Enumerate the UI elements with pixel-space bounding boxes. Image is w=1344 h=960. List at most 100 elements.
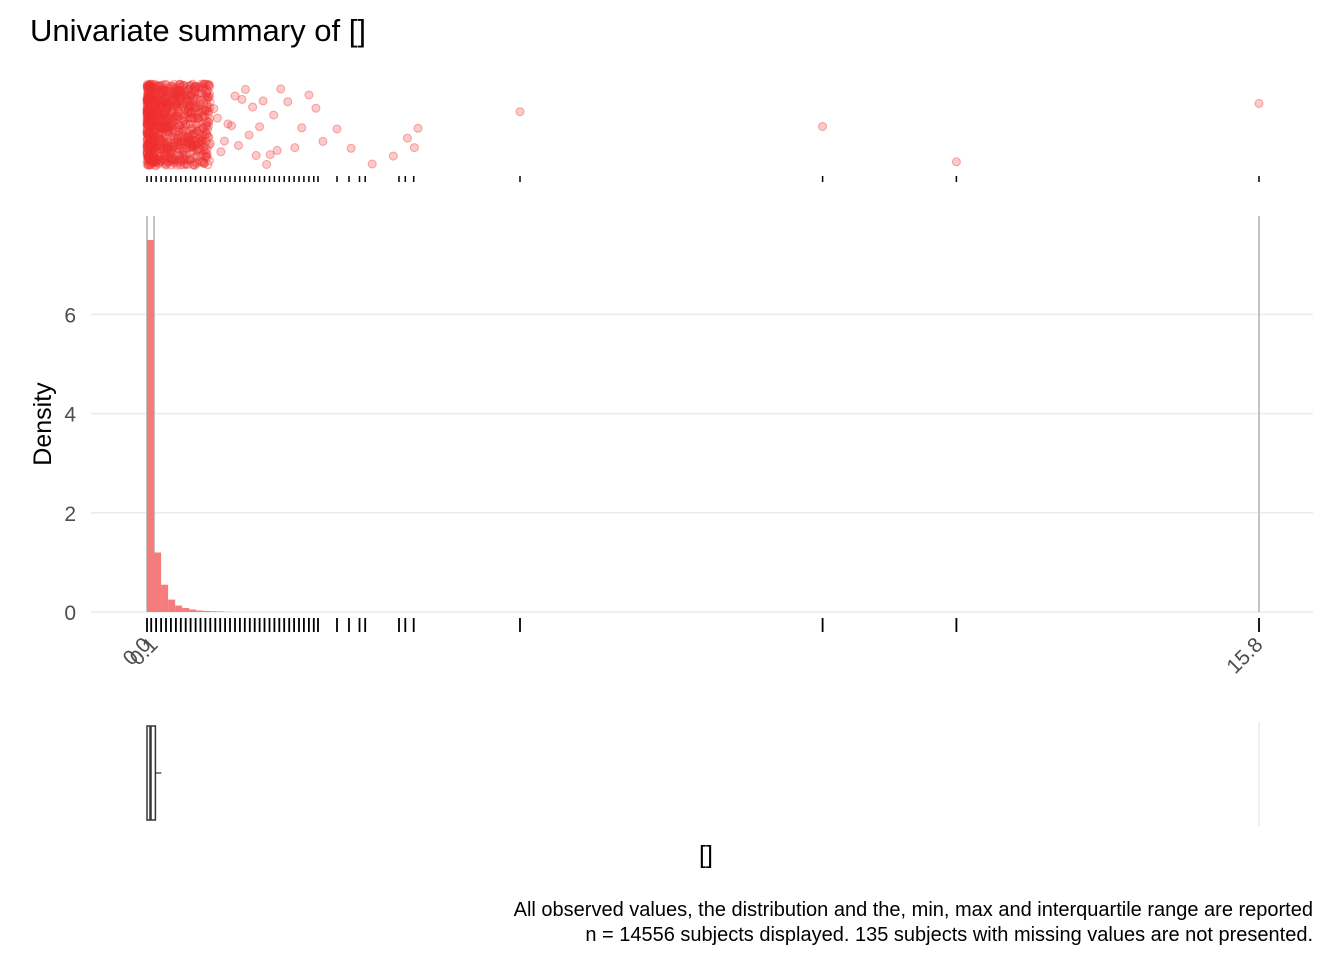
scatter-point [144,153,154,163]
scatter-point [161,121,171,131]
scatter-point [178,123,188,133]
scatter-point [159,110,169,120]
scatter-point [185,136,195,146]
scatter-point [143,107,153,117]
scatter-point [144,112,153,122]
scatter-point [165,147,175,157]
scatter-point [146,93,156,103]
scatter-point [186,81,196,91]
scatter-point [169,146,179,156]
scatter-point [160,150,170,160]
scatter-point [200,106,210,116]
scatter-point [142,95,152,105]
scatter-point [155,134,165,144]
scatter-point [145,129,155,139]
scatter-point [144,92,154,101]
scatter-point [189,135,199,145]
scatter-point [164,113,174,123]
scatter-point [178,80,188,90]
scatter-point [167,81,177,91]
scatter-point [147,139,157,149]
scatter-point [172,98,182,108]
scatter-point [186,109,196,119]
scatter-point [148,80,158,90]
scatter-point [167,103,177,113]
scatter-point [192,145,202,155]
scatter-point [174,111,184,121]
scatter-point [367,159,377,169]
scatter-point [143,160,153,170]
scatter-point [184,143,194,153]
scatter-point [244,130,254,140]
scatter-point [143,104,153,114]
scatter-point [154,131,164,141]
scatter-point [182,136,192,146]
scatter-point [212,113,222,123]
scatter-point [202,129,211,139]
scatter-point [155,86,165,96]
scatter-point [176,103,186,113]
scatter-point [200,104,210,114]
scatter-point [169,113,179,123]
scatter-point [142,92,152,102]
scatter-point [144,101,154,111]
scatter-point [142,104,152,114]
scatter-point [161,98,171,108]
scatter-point [165,146,175,156]
scatter-point [176,132,186,142]
scatter-point [173,156,183,166]
scatter-point [185,107,195,117]
scatter-point [182,143,192,153]
scatter-point [172,99,182,109]
scatter-point [149,138,158,148]
scatter-point [201,106,211,116]
scatter-point [145,99,155,109]
scatter-point [175,79,185,89]
scatter-point [196,141,206,151]
scatter-point [149,157,158,167]
scatter-point [144,139,154,149]
scatter-point [189,128,199,138]
scatter-point [190,103,200,113]
scatter-point [146,87,155,97]
scatter-point [163,150,173,160]
scatter-point [258,96,268,106]
scatter-point [193,126,203,136]
scatter-point [143,81,153,91]
scatter-point [143,129,153,139]
scatter-point [144,158,153,168]
scatter-point [184,104,194,114]
scatter-point [168,126,178,135]
scatter-point [146,144,156,154]
scatter-point [177,128,187,138]
scatter-point [152,118,162,128]
scatter-point [156,108,166,118]
scatter-point [152,84,162,94]
boxplot-panel [146,722,1260,826]
scatter-point [158,124,168,134]
scatter-point [148,99,158,109]
scatter-point [143,152,153,161]
scatter-point [149,128,159,138]
scatter-point [160,86,170,96]
scatter-point [145,146,154,156]
scatter-point [173,158,183,168]
scatter-point [173,102,183,112]
scatter-point [153,107,163,116]
scatter-point [202,80,212,90]
scatter-point [191,94,201,104]
scatter-point [190,91,200,101]
scatter-point [169,79,179,89]
scatter-point [142,131,152,141]
scatter-point [154,112,164,122]
scatter-point [149,88,159,98]
scatter-point [150,94,160,104]
scatter-point [203,79,213,89]
scatter-point [161,113,171,123]
scatter-point [202,130,212,140]
scatter-point [174,130,184,140]
scatter-point [153,118,162,128]
scatter-point [413,123,423,133]
scatter-point [147,102,156,112]
scatter-point [161,156,171,166]
